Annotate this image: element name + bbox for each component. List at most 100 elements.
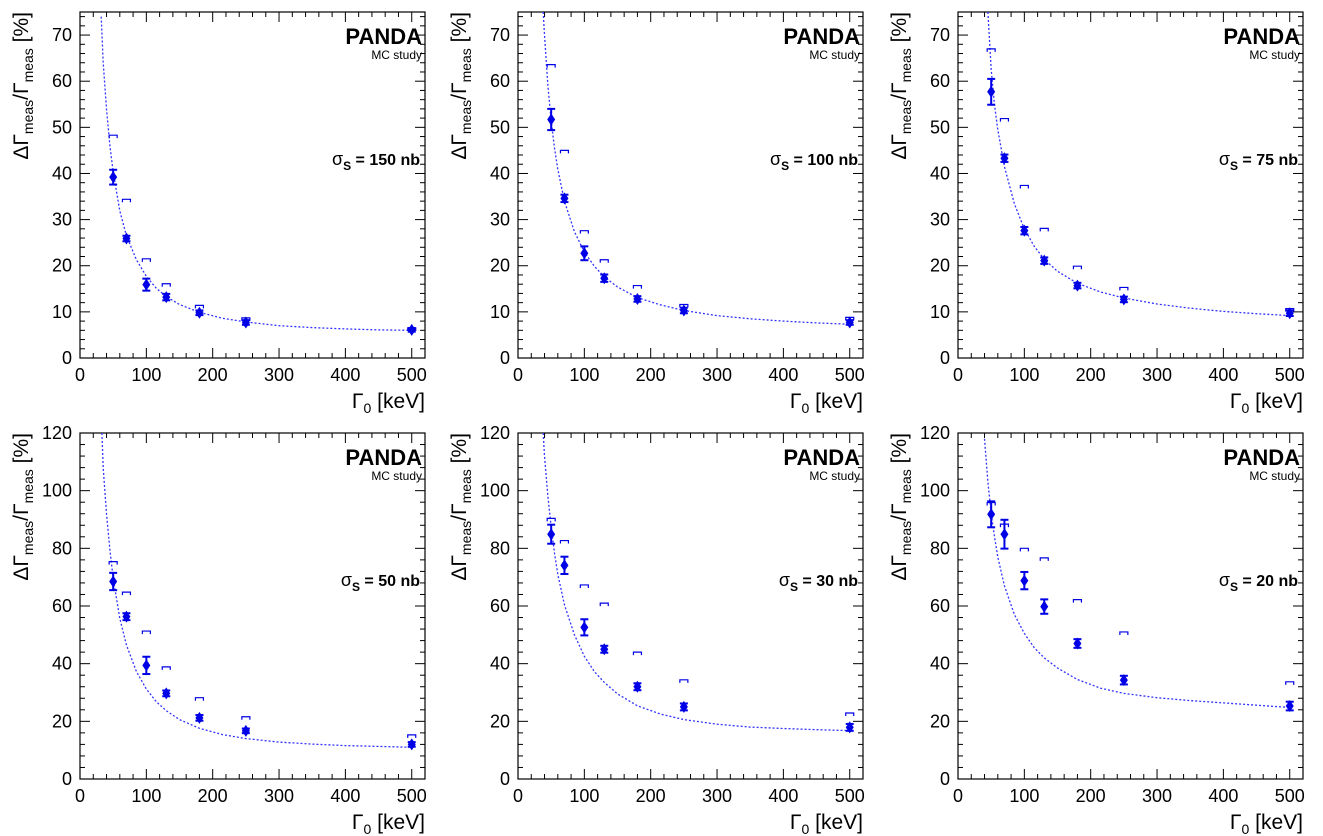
diamond-marker [407, 738, 416, 751]
fit-curve [987, 12, 1290, 317]
panda-label: PANDA [1223, 24, 1300, 49]
y-tick-label: 120 [920, 423, 950, 443]
bracket-marker [1039, 227, 1049, 232]
y-tick-label: 70 [52, 25, 72, 45]
y-tick-label: 40 [490, 654, 510, 674]
bracket-marker [999, 117, 1010, 122]
y-tick-label: 20 [52, 256, 72, 276]
diamond-marker [241, 724, 250, 737]
bracket-marker [1019, 547, 1029, 552]
y-tick-label: 0 [500, 769, 510, 789]
diamond-marker [560, 559, 569, 572]
panda-label: PANDA [345, 24, 422, 49]
bracket-marker [407, 734, 417, 738]
bracket-marker [546, 63, 556, 68]
diamond-marker [241, 316, 250, 329]
diamond-marker [407, 323, 416, 336]
diamond-marker [547, 528, 556, 541]
y-tick-label: 50 [930, 117, 950, 137]
bracket-marker [599, 259, 609, 263]
diamond-marker [1285, 700, 1294, 713]
chart-panel-4: 0 100 200 300 400 500 0 20 40 60 80 100 120 Γ0 [keV] Δ… [10, 423, 427, 836]
x-tick-label: 0 [953, 786, 963, 806]
y-axis-title: ΔΓmeas/Γmeas [%] [888, 433, 914, 581]
y-tick-label: 60 [930, 596, 950, 616]
x-tick-label: 400 [1208, 786, 1238, 806]
bracket-marker [241, 716, 251, 720]
y-tick-label: 60 [52, 596, 72, 616]
diamond-marker [122, 232, 131, 245]
y-tick-label: 0 [500, 348, 510, 368]
bracket-marker [632, 651, 643, 656]
sigma-label: σS = 75 nb [1219, 149, 1298, 173]
x-tick-label: 200 [636, 786, 666, 806]
x-tick-label: 300 [1142, 365, 1172, 385]
bracket-marker [1072, 599, 1083, 603]
x-axis-title: Γ0 [keV] [1230, 811, 1303, 836]
x-tick-label: 300 [702, 365, 732, 385]
x-tick-label: 400 [768, 786, 798, 806]
bracket-marker [679, 679, 689, 683]
x-tick-label: 500 [835, 786, 865, 806]
y-tick-label: 40 [490, 163, 510, 183]
x-tick-label: 100 [569, 365, 599, 385]
x-tick-label: 500 [397, 786, 427, 806]
diamond-marker [1000, 152, 1009, 165]
plot-frame [517, 11, 864, 359]
bracket-marker [121, 591, 132, 596]
diamond-marker [987, 85, 996, 98]
y-tick-label: 0 [940, 348, 950, 368]
bracket-marker [559, 149, 570, 154]
x-tick-label: 100 [131, 365, 161, 385]
mc-study-label: MC study [1249, 48, 1300, 62]
diamond-marker [600, 272, 609, 285]
sigma-label: σS = 20 nb [1219, 570, 1298, 594]
y-tick-label: 20 [930, 711, 950, 731]
bracket-marker [1119, 631, 1129, 635]
bracket-marker [194, 697, 205, 701]
y-tick-label: 10 [52, 302, 72, 322]
bracket-marker [986, 48, 996, 52]
y-tick-label: 0 [62, 769, 72, 789]
plot-frame [79, 11, 426, 359]
bracket-marker [1119, 286, 1129, 291]
y-tick-label: 50 [52, 117, 72, 137]
bracket-marker [161, 666, 171, 670]
y-tick-label: 20 [490, 256, 510, 276]
x-tick-label: 200 [1076, 365, 1106, 385]
panda-label: PANDA [783, 445, 860, 470]
diamond-marker [195, 306, 204, 319]
y-tick-label: 40 [52, 654, 72, 674]
y-tick-label: 30 [930, 210, 950, 230]
diamond-marker [600, 643, 609, 656]
chart-panel-2: 0 100 200 300 400 500 0 10 20 30 40 50 60 70 Γ0 [keV] Δ… [448, 11, 865, 416]
mc-study-label: MC study [809, 469, 860, 483]
fit-curve [983, 438, 1290, 709]
x-tick-label: 300 [264, 365, 294, 385]
panda-label: PANDA [783, 24, 860, 49]
x-tick-label: 300 [702, 786, 732, 806]
diamond-marker [633, 292, 642, 305]
y-tick-label: 80 [52, 538, 72, 558]
bracket-marker [1072, 265, 1083, 270]
y-axis-title: ΔΓmeas/Γmeas [%] [448, 12, 474, 160]
diamond-marker [1020, 574, 1029, 587]
y-tick-label: 40 [52, 163, 72, 183]
diamond-marker [1073, 637, 1082, 650]
diamond-marker [1119, 674, 1128, 687]
plot-frame [957, 11, 1304, 359]
diamond-marker [195, 711, 204, 724]
y-tick-label: 120 [42, 423, 72, 443]
y-tick-label: 40 [930, 163, 950, 183]
diamond-marker [1000, 528, 1009, 541]
diamond-marker [1119, 293, 1128, 306]
x-tick-label: 200 [198, 786, 228, 806]
x-tick-label: 400 [768, 365, 798, 385]
mc-study-label: MC study [809, 48, 860, 62]
x-axis-title: Γ0 [keV] [790, 811, 863, 836]
bracket-marker [845, 712, 855, 716]
x-axis-title: Γ0 [keV] [352, 811, 425, 836]
x-tick-label: 100 [1009, 365, 1039, 385]
y-tick-label: 80 [930, 538, 950, 558]
